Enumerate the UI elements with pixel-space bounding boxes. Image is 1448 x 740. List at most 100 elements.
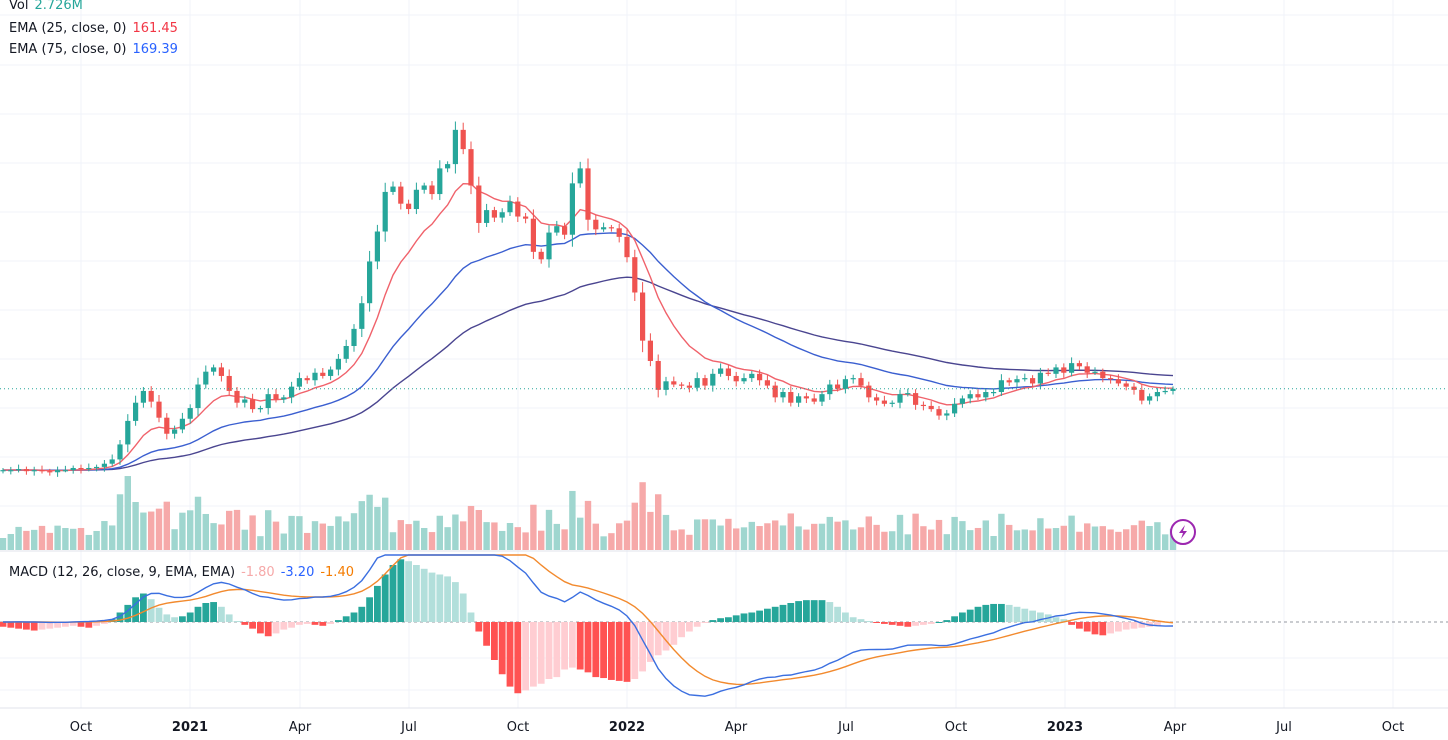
volume-bar xyxy=(257,536,264,550)
volume-bar xyxy=(1060,525,1067,550)
candle xyxy=(1147,393,1153,405)
ema75-label: EMA (75, close, 0) xyxy=(9,42,127,57)
candle xyxy=(320,367,326,379)
macd-hist-bar xyxy=(959,612,966,622)
macd-hist-bar xyxy=(1068,622,1075,625)
volume-bar xyxy=(296,516,303,550)
volume-bar xyxy=(319,523,326,550)
volume-bar xyxy=(187,510,194,550)
macd-hist-bar xyxy=(350,612,358,622)
volume-bar xyxy=(1021,529,1028,550)
candle xyxy=(1006,377,1012,386)
macd-hist-bar xyxy=(701,622,709,623)
macd-hist-bar xyxy=(23,622,30,630)
macd-hist-bar xyxy=(896,622,904,626)
candle xyxy=(632,249,638,302)
candle xyxy=(842,375,848,394)
macd-hist-bar xyxy=(171,617,178,622)
candle xyxy=(343,339,349,363)
candle xyxy=(983,389,989,402)
volume-bar xyxy=(811,523,818,550)
macd-hist-bar xyxy=(30,622,38,631)
macd-hist-bar xyxy=(132,597,139,622)
macd-hist-bar xyxy=(639,622,646,672)
volume-bar xyxy=(857,527,865,550)
macd-hist-bar xyxy=(623,622,631,682)
macd-hist-bar xyxy=(444,576,451,622)
candle xyxy=(1115,374,1121,387)
candle xyxy=(179,412,185,434)
macd-hist-bar xyxy=(725,617,732,622)
volume-bar xyxy=(15,526,22,550)
candle xyxy=(312,368,318,386)
macd-hist-bar xyxy=(311,622,319,625)
macd-hist-bar xyxy=(818,600,826,622)
candle xyxy=(328,366,334,381)
macd-hist-bar xyxy=(101,622,108,624)
volume-bar xyxy=(116,494,124,550)
volume-bar xyxy=(522,532,529,550)
macd-hist-bar xyxy=(280,622,288,630)
macd-hist-bar xyxy=(1060,619,1068,622)
candle xyxy=(733,371,739,387)
volume-bar xyxy=(686,534,693,550)
macd-hist-bar xyxy=(1138,622,1146,628)
macd-hist-bar xyxy=(1099,622,1107,636)
macd-hist-bar xyxy=(405,561,412,622)
macd-hist-bar xyxy=(467,612,475,622)
candle xyxy=(952,398,958,417)
candle xyxy=(304,375,310,384)
candle xyxy=(148,386,154,408)
replay-icon[interactable] xyxy=(1170,519,1196,545)
macd-hist-bar xyxy=(0,622,7,627)
macd-hist-bar xyxy=(452,582,459,622)
candle xyxy=(359,296,365,338)
candle xyxy=(1053,364,1059,378)
macd-line xyxy=(3,554,1174,697)
macd-hist-bar xyxy=(717,618,724,622)
volume-bars xyxy=(0,476,1177,550)
volume-bar xyxy=(733,528,740,550)
macd-hist-bar xyxy=(1115,622,1122,632)
candle xyxy=(585,158,591,231)
macd-hist-bar xyxy=(194,606,202,622)
macd-hist-bar xyxy=(873,622,880,623)
macd-hist-bar xyxy=(62,622,69,627)
volume-bar xyxy=(694,519,701,550)
volume-bar xyxy=(241,529,248,550)
candle xyxy=(78,464,84,474)
volume-bar xyxy=(109,525,116,550)
volume-bar xyxy=(1162,534,1169,550)
candle xyxy=(445,161,451,173)
candle xyxy=(679,382,685,389)
candle xyxy=(1076,360,1082,371)
candle xyxy=(1108,374,1114,384)
macd-hist-bar xyxy=(93,622,100,626)
ema75-value: 169.39 xyxy=(132,42,178,57)
macd-hist-bar xyxy=(366,597,373,622)
candle xyxy=(1100,368,1106,383)
macd-hist-bar xyxy=(1052,617,1060,622)
volume-bar xyxy=(709,519,716,550)
volume-bar xyxy=(467,505,475,550)
volume-bar xyxy=(1068,515,1075,550)
candle xyxy=(796,393,802,407)
candle xyxy=(23,466,29,475)
volume-bar xyxy=(608,533,615,550)
candle xyxy=(819,390,825,406)
macd-hist-bar xyxy=(1122,622,1130,630)
volume-bar xyxy=(678,529,685,550)
volume-bar xyxy=(101,521,108,550)
volume-bar xyxy=(0,538,7,550)
macd-hist-bar xyxy=(303,622,311,624)
volume-bar xyxy=(912,513,919,550)
macd-pane xyxy=(0,554,1174,697)
volume-bar xyxy=(311,521,319,550)
macd-hist-bar xyxy=(1021,608,1029,622)
candle xyxy=(1030,375,1036,388)
macd-hist-bar xyxy=(686,622,693,632)
volume-bar xyxy=(881,531,888,550)
candle xyxy=(725,365,731,381)
volume-bar xyxy=(818,523,826,550)
